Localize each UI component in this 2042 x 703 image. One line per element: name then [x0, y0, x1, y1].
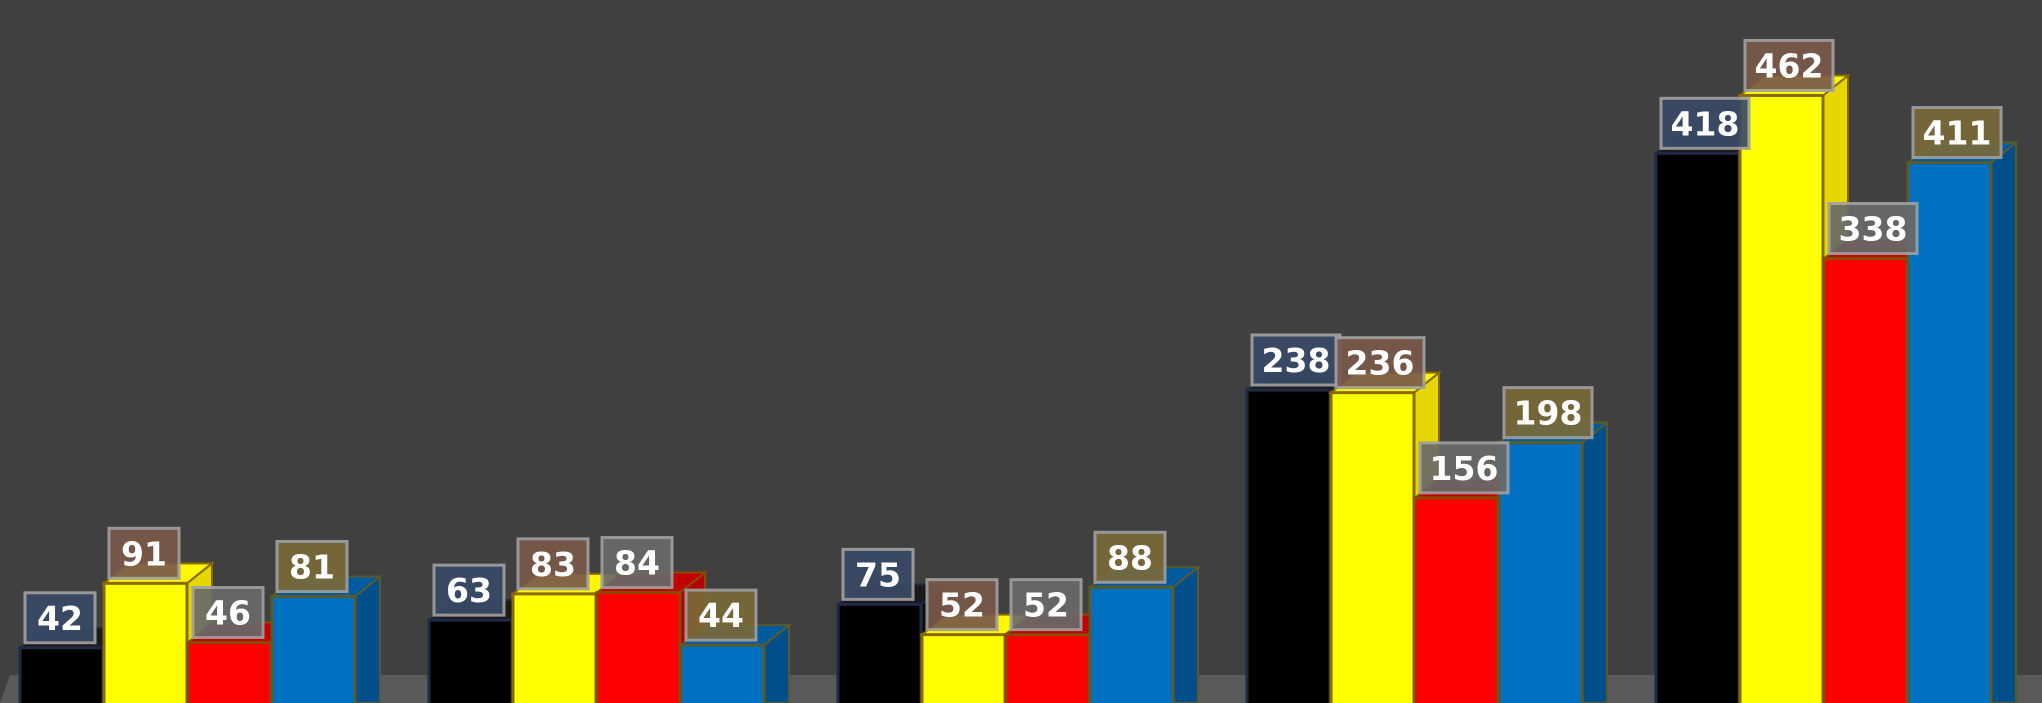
data-label-0-series-0: 42 [23, 591, 97, 645]
data-label-0-series-3: 81 [275, 539, 349, 593]
bar [920, 633, 1007, 703]
data-label-3-series-0: 238 [1250, 333, 1342, 387]
bar [511, 592, 598, 703]
data-label-box [1418, 441, 1510, 495]
bar [18, 646, 105, 703]
data-label-box [1334, 336, 1426, 390]
data-label-2-series-1: 52 [925, 578, 999, 632]
data-label-4-series-1: 462 [1743, 38, 1835, 92]
data-labels-layer: 42 91 46 81 63 83 84 44 75 52 52 88 238 236 156 198 418 4… [23, 38, 2003, 645]
bar-side-face [1990, 140, 2017, 703]
data-label-box [925, 578, 999, 632]
bar [1245, 388, 1332, 703]
data-label-3-series-1: 236 [1334, 336, 1426, 390]
data-label-text: 46 [205, 594, 251, 633]
bar-side-face [1581, 420, 1608, 703]
bar [1822, 257, 1909, 703]
data-label-2-series-0: 75 [841, 547, 915, 601]
bar [1413, 496, 1500, 703]
data-label-text: 52 [1023, 586, 1069, 625]
bar-group-3-series-3 [1496, 420, 1610, 703]
data-label-2-series-2: 52 [1009, 578, 1083, 632]
data-label-0-series-1: 91 [107, 526, 181, 580]
bar [1004, 633, 1091, 703]
data-label-box [1659, 96, 1751, 150]
data-label-box [841, 547, 915, 601]
data-label-box [684, 588, 758, 642]
bar-group-0-series-3 [269, 574, 383, 703]
data-label-box [1250, 333, 1342, 387]
bar [679, 643, 766, 703]
data-label-text: 418 [1671, 104, 1740, 143]
data-label-1-series-0: 63 [432, 563, 506, 617]
data-label-1-series-2: 84 [600, 536, 674, 590]
bar [1738, 93, 1825, 703]
data-label-box [107, 526, 181, 580]
bar [102, 581, 189, 703]
data-label-3-series-2: 156 [1418, 441, 1510, 495]
data-label-text: 44 [698, 596, 744, 635]
data-label-text: 462 [1755, 46, 1824, 85]
data-label-box [1009, 578, 1083, 632]
data-label-4-series-0: 418 [1659, 96, 1751, 150]
data-label-text: 198 [1514, 394, 1583, 433]
bar [1654, 151, 1741, 703]
data-label-1-series-3: 44 [684, 588, 758, 642]
data-label-text: 75 [855, 555, 901, 594]
data-label-text: 83 [530, 545, 576, 584]
data-label-box [1911, 106, 2003, 160]
bars-layer [17, 73, 2019, 703]
data-label-text: 156 [1430, 449, 1499, 488]
bar [186, 641, 273, 703]
data-label-box [1743, 38, 1835, 92]
data-label-3-series-3: 198 [1502, 386, 1594, 440]
data-label-text: 411 [1923, 114, 1992, 153]
data-label-box [191, 586, 265, 640]
data-label-box [1502, 386, 1594, 440]
data-label-2-series-3: 88 [1093, 530, 1167, 584]
data-label-box [516, 537, 590, 591]
data-label-box [600, 536, 674, 590]
data-label-box [23, 591, 97, 645]
data-label-text: 84 [614, 544, 660, 583]
bar [270, 594, 357, 703]
data-label-text: 81 [289, 547, 335, 586]
data-label-1-series-1: 83 [516, 537, 590, 591]
data-label-text: 42 [37, 599, 83, 638]
data-label-box [275, 539, 349, 593]
bar-side-face [1172, 565, 1199, 703]
data-label-4-series-2: 338 [1827, 202, 1919, 256]
bar-group-2-series-3 [1087, 565, 1201, 703]
data-label-text: 52 [939, 586, 985, 625]
data-label-text: 88 [1107, 538, 1153, 577]
data-label-text: 338 [1839, 210, 1908, 249]
bar [1906, 161, 1993, 703]
bar [1497, 441, 1584, 703]
bar [427, 618, 514, 703]
bar-group-4-series-3 [1905, 140, 2019, 703]
data-label-text: 91 [121, 534, 167, 573]
data-label-text: 238 [1262, 341, 1331, 380]
bar [1329, 391, 1416, 703]
bar [836, 602, 923, 703]
data-label-4-series-3: 411 [1911, 106, 2003, 160]
data-label-box [1093, 530, 1167, 584]
data-label-box [432, 563, 506, 617]
data-label-0-series-2: 46 [191, 586, 265, 640]
data-label-text: 236 [1346, 344, 1415, 383]
bar-side-face [354, 574, 381, 703]
data-label-text: 63 [446, 571, 492, 610]
bar [595, 591, 682, 703]
bar [1088, 585, 1175, 703]
data-label-box [1827, 202, 1919, 256]
